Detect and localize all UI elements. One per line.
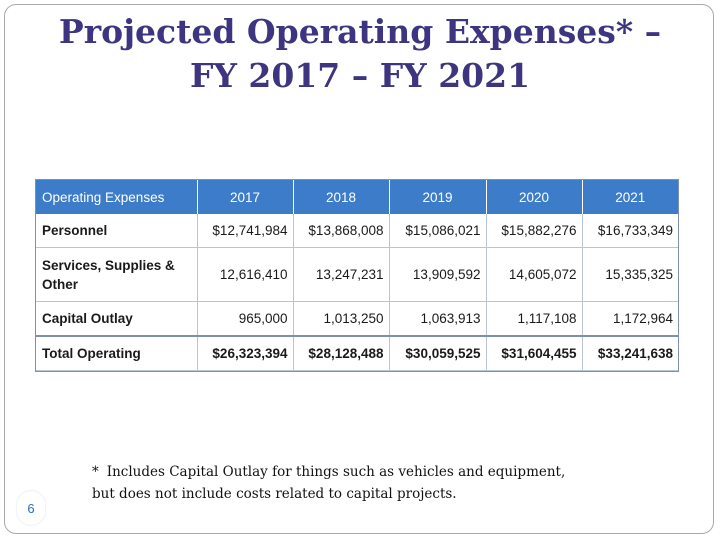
table-cell: 965,000 [197,301,294,337]
table-cell: 14,605,072 [486,247,583,302]
column-header: 2020 [486,180,583,214]
footnote-marker: * [92,464,99,480]
table-cell: $33,241,638 [582,335,678,371]
table-cell: $13,868,008 [293,214,390,248]
footnote: * Includes Capital Outlay for things such… [92,461,652,505]
table-cell: $15,086,021 [389,214,487,248]
column-header: 2019 [389,180,487,214]
table-row: Services, Supplies & Other 12,616,410 13… [36,247,678,302]
title-line-2: FY 2017 – FY 2021 [189,56,531,95]
table-cell: 12,616,410 [197,247,294,302]
column-header: Operating Expenses [36,180,198,214]
table-row-total: Total Operating $26,323,394 $28,128,488 … [36,335,678,371]
table-cell: $26,323,394 [197,335,294,371]
row-label: Capital Outlay [36,301,198,337]
table-cell: 13,247,231 [293,247,390,302]
table-cell: 1,063,913 [389,301,487,337]
row-label: Services, Supplies & Other [36,247,198,302]
slide-frame [4,4,714,534]
column-header: 2017 [197,180,294,214]
row-label: Total Operating [36,335,198,371]
slide-title: Projected Operating Expenses* – FY 2017 … [20,10,700,98]
table-cell: 1,172,964 [582,301,678,337]
table-cell: 13,909,592 [389,247,487,302]
table-cell: $30,059,525 [389,335,487,371]
column-header: 2018 [293,180,390,214]
page-number: 6 [17,491,45,525]
table-cell: $28,128,488 [293,335,390,371]
table-cell: 15,335,325 [582,247,678,302]
footnote-line-2: but does not include costs related to ca… [92,486,457,502]
table-cell: $16,733,349 [582,214,678,248]
table-cell: $15,882,276 [486,214,583,248]
title-line-1: Projected Operating Expenses* – [58,12,662,51]
table-cell: $12,741,984 [197,214,294,248]
table-cell: $31,604,455 [486,335,583,371]
column-header: 2021 [582,180,678,214]
operating-expenses-table: Operating Expenses 2017 2018 2019 2020 2… [35,179,679,372]
table-row: Personnel $12,741,984 $13,868,008 $15,08… [36,214,678,248]
table-cell: 1,117,108 [486,301,583,337]
table-header-row: Operating Expenses 2017 2018 2019 2020 2… [36,180,678,214]
table-row: Capital Outlay 965,000 1,013,250 1,063,9… [36,301,678,337]
table-cell: 1,013,250 [293,301,390,337]
row-label: Personnel [36,214,198,248]
footnote-line-1: Includes Capital Outlay for things such … [106,464,566,480]
